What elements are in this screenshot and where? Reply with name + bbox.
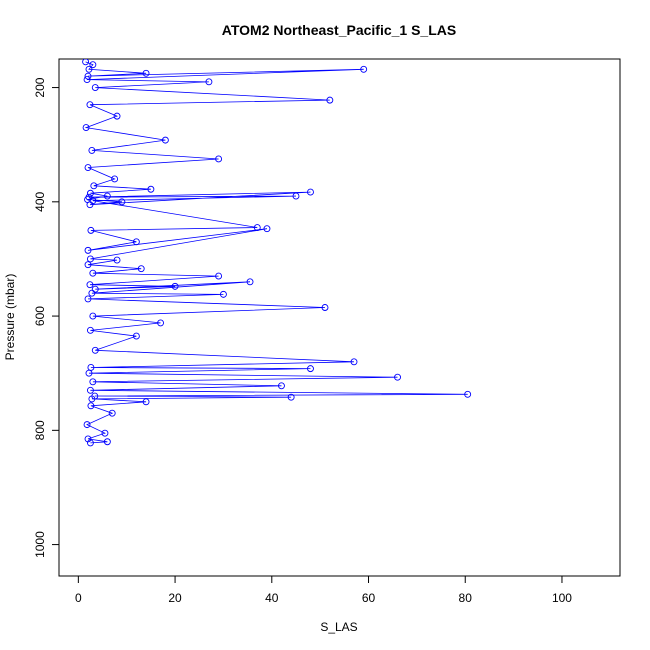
data-point <box>82 59 90 66</box>
data-point <box>464 390 472 398</box>
data-point <box>360 65 368 73</box>
data-point <box>157 319 165 327</box>
data-point <box>85 65 93 73</box>
data-point <box>85 369 93 377</box>
data-point <box>246 278 254 286</box>
data-point <box>87 226 95 234</box>
data-point <box>101 429 109 437</box>
chart-title: ATOM2 Northeast_Pacific_1 S_LAS <box>222 22 456 38</box>
data-point <box>89 378 97 386</box>
data-point <box>89 312 97 320</box>
data-point <box>137 265 145 273</box>
data-point <box>111 175 119 183</box>
x-tick-label: 80 <box>459 591 473 605</box>
y-tick-label: 1000 <box>33 531 47 558</box>
data-point <box>84 72 92 80</box>
data-point <box>171 282 179 290</box>
data-point <box>147 185 155 193</box>
data-point <box>83 76 91 84</box>
data-point <box>91 346 99 354</box>
data-point <box>103 192 111 200</box>
data-point <box>253 224 261 231</box>
x-tick-label: 40 <box>265 591 279 605</box>
data-point <box>132 238 140 246</box>
x-tick-label: 100 <box>552 591 572 605</box>
x-tick-label: 20 <box>168 591 182 605</box>
data-point <box>86 439 94 447</box>
y-tick-label: 200 <box>33 77 47 97</box>
data-point <box>142 398 150 406</box>
data-point <box>82 124 90 132</box>
data-point <box>219 290 227 298</box>
data-point <box>113 112 121 120</box>
x-tick-label: 60 <box>362 591 376 605</box>
data-point <box>132 332 140 340</box>
data-point <box>86 281 94 289</box>
data-point <box>84 246 92 254</box>
data-point <box>161 136 169 144</box>
data-point <box>113 256 121 264</box>
x-tick-label: 0 <box>75 591 82 605</box>
data-point <box>86 101 94 109</box>
y-tick-label: 600 <box>33 306 47 326</box>
data-point <box>205 78 213 86</box>
data-point <box>394 373 401 381</box>
y-tick-label: 800 <box>33 420 47 440</box>
data-series <box>82 59 472 447</box>
data-point <box>142 69 150 77</box>
data-point <box>84 164 92 171</box>
data-point <box>86 255 94 263</box>
data-point <box>89 197 97 205</box>
data-point <box>84 435 92 443</box>
data-point <box>88 289 96 297</box>
data-point <box>278 382 285 390</box>
data-point <box>287 393 295 401</box>
data-point <box>84 295 92 303</box>
data-point <box>292 192 300 200</box>
data-point <box>307 365 314 373</box>
data-point <box>307 188 314 196</box>
series-line <box>84 61 468 444</box>
data-point <box>118 198 126 206</box>
data-point <box>85 193 93 201</box>
data-point <box>263 225 271 233</box>
data-point <box>88 395 96 403</box>
x-axis: 0 20 40 60 80 100 <box>75 575 572 605</box>
y-axis: 200 400 600 800 1000 <box>33 77 60 558</box>
data-point <box>326 96 334 104</box>
data-point <box>91 84 99 92</box>
data-point <box>215 272 223 280</box>
data-point <box>86 326 94 334</box>
data-point <box>89 61 97 69</box>
series-group <box>82 59 472 447</box>
data-point <box>88 146 96 154</box>
data-point <box>90 182 98 190</box>
y-tick-label: 400 <box>33 191 47 211</box>
data-point <box>103 438 111 446</box>
data-point <box>108 409 116 417</box>
y-axis-label: Pressure (mbar) <box>3 274 17 361</box>
data-point <box>350 358 358 366</box>
data-point <box>89 269 97 277</box>
data-point <box>215 155 223 163</box>
data-point <box>86 189 94 197</box>
data-point <box>321 304 329 311</box>
data-point <box>91 285 99 293</box>
data-point <box>87 402 95 410</box>
data-point <box>86 386 94 394</box>
data-point <box>84 261 92 269</box>
x-axis-label: S_LAS <box>320 620 357 634</box>
data-point <box>83 421 91 429</box>
